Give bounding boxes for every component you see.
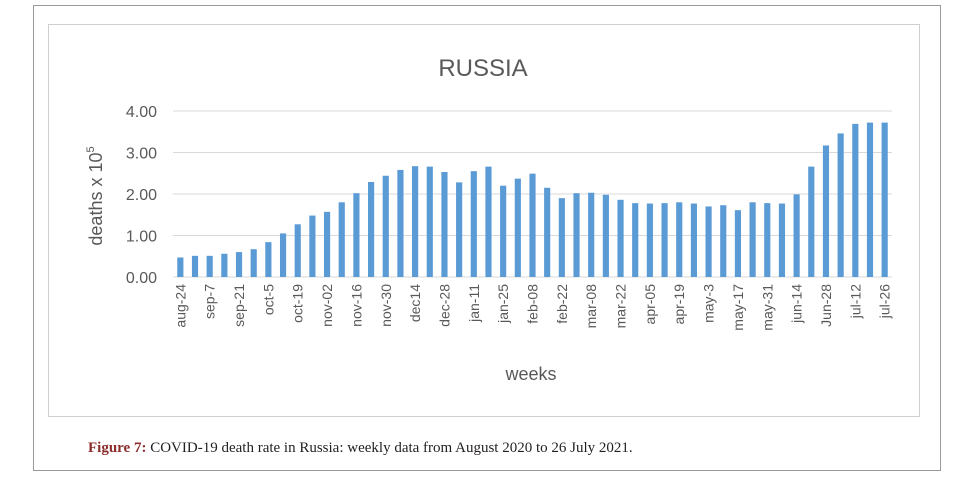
bar <box>441 172 448 277</box>
y-tick-label: 1.00 <box>126 229 157 246</box>
figure-caption: Figure 7: COVID-19 death rate in Russia:… <box>88 440 633 457</box>
bar <box>265 242 272 277</box>
bar <box>852 123 859 278</box>
bar <box>573 193 580 277</box>
y-tick-labels: 0.00 1.00 2.00 3.00 4.00 <box>126 104 157 287</box>
bar <box>837 133 844 277</box>
x-tick-label: dec14 <box>407 284 423 322</box>
y-tick-label: 0.00 <box>126 270 157 287</box>
bar <box>353 193 360 277</box>
bar <box>661 203 668 277</box>
figure-caption-text: COVID-19 death rate in Russia: weekly da… <box>146 440 633 456</box>
bar <box>705 206 712 277</box>
bar <box>177 257 184 277</box>
x-axis-label: weeks <box>504 364 556 384</box>
bar <box>558 198 565 277</box>
x-tick-label: may-3 <box>701 284 717 323</box>
x-tick-label: Jun-28 <box>818 284 834 327</box>
x-tick-label: sep-7 <box>202 284 218 319</box>
bar <box>294 224 301 277</box>
bar <box>456 182 463 277</box>
x-tick-label: dec-28 <box>436 284 452 327</box>
bar <box>646 203 653 277</box>
bar <box>529 173 536 277</box>
bar <box>485 166 492 277</box>
y-tick-label: 4.00 <box>126 104 157 121</box>
bar <box>881 122 888 278</box>
x-tick-label: may-31 <box>759 284 775 331</box>
bar <box>793 194 800 277</box>
bar <box>221 253 228 277</box>
bar <box>602 194 609 277</box>
bar <box>368 181 375 277</box>
bar <box>514 178 521 277</box>
x-tick-label: mar-22 <box>613 284 629 329</box>
chart-area <box>48 24 920 417</box>
bar <box>235 252 243 277</box>
bar <box>632 203 639 277</box>
x-tick-label: apr-05 <box>642 284 658 325</box>
bar <box>764 203 771 277</box>
x-tick-label: may-17 <box>730 284 746 331</box>
x-tick-label: apr-19 <box>671 284 687 325</box>
x-tick-label: feb-08 <box>525 284 541 324</box>
x-tick-label: jul-12 <box>847 284 863 319</box>
bar <box>690 203 697 277</box>
bar <box>279 233 287 277</box>
bar <box>206 255 213 277</box>
bar <box>778 203 786 277</box>
y-tick-label: 2.00 <box>126 187 157 204</box>
y-tick-label: 3.00 <box>126 146 157 163</box>
bar <box>338 202 345 277</box>
bar <box>323 211 331 277</box>
x-tick-label: sep-21 <box>231 284 247 327</box>
bar <box>191 255 199 277</box>
bar <box>309 215 316 277</box>
bar <box>382 175 389 277</box>
bar <box>412 166 419 277</box>
y-axis-label-text: deaths x 10 <box>86 153 106 246</box>
x-tick-label: oct-19 <box>290 284 306 323</box>
x-tick-label: jul-26 <box>877 284 893 319</box>
bar <box>397 169 404 277</box>
bars <box>177 122 888 278</box>
bar <box>470 171 477 277</box>
chart-title: RUSSIA <box>438 55 527 82</box>
figure-frame <box>33 5 941 471</box>
bar <box>749 202 756 277</box>
x-tick-label: jun-14 <box>789 284 805 324</box>
x-tick-labels: aug-24 sep-7 sep-21 oct-5 oct-19 nov-02 nov-16… <box>172 284 892 331</box>
x-tick-label: nov-16 <box>348 284 364 327</box>
x-tick-label: nov-30 <box>378 284 394 327</box>
bar <box>250 249 257 277</box>
bar <box>734 210 742 277</box>
x-tick-label: jan-25 <box>495 284 511 324</box>
x-tick-label: mar-08 <box>583 284 599 329</box>
bar <box>500 185 507 277</box>
x-tick-label: aug-24 <box>172 284 188 328</box>
bar <box>426 166 433 277</box>
bar <box>720 205 727 277</box>
x-tick-label: feb-22 <box>554 284 570 324</box>
x-tick-label: jan-11 <box>466 284 482 323</box>
bar <box>588 192 595 277</box>
figure-label: Figure 7: <box>88 440 147 456</box>
y-axis-label-superscript: 5 <box>85 146 97 152</box>
bar <box>808 166 815 277</box>
x-tick-label: oct-5 <box>260 284 276 315</box>
bar <box>617 199 624 277</box>
x-tick-label: nov-02 <box>319 284 335 327</box>
bar <box>866 122 874 278</box>
bar <box>676 202 683 277</box>
y-axis-label: deaths x 105 <box>85 146 106 245</box>
bar <box>822 145 830 277</box>
bar <box>544 187 551 277</box>
